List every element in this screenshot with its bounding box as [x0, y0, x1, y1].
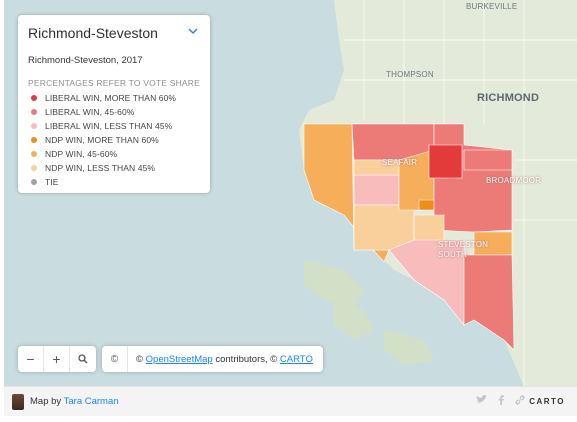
map-canvas[interactable]: BURKEVILLE THOMPSON RICHMOND SEAFAIR BRO… [4, 0, 577, 386]
legend-swatch [31, 109, 37, 115]
legend-item: TIE [28, 175, 200, 189]
legend-swatch [31, 165, 37, 171]
legend-item: LIBERAL WIN, 45-60% [28, 105, 200, 119]
legend-swatch [31, 151, 37, 157]
legend-item-label: LIBERAL WIN, MORE THAN 60% [45, 93, 177, 103]
polygon-ndp-low-south [353, 204, 415, 251]
island-land-1 [304, 260, 364, 310]
openstreetmap-link[interactable]: OpenStreetMap [145, 353, 213, 365]
legend-subtitle: Richmond-Steveston, 2017 [28, 55, 143, 66]
legend-item: NDP WIN, 45-60% [28, 147, 200, 161]
map-label-richmond: RICHMOND [477, 92, 540, 104]
legend-swatch [31, 137, 37, 143]
legend-item: LIBERAL WIN, LESS THAN 45% [28, 119, 200, 133]
attribution-prefix: © [136, 353, 146, 365]
riding-polygons [303, 123, 515, 351]
map-controls: − + © © OpenStreetMap contributors, © CA… [18, 346, 323, 372]
link-icon[interactable] [515, 395, 525, 408]
legend-item: NDP WIN, LESS THAN 45% [28, 161, 200, 175]
legend-swatch [31, 123, 37, 129]
island-land-2 [334, 300, 374, 340]
legend-item-label: NDP WIN, MORE THAN 60% [45, 135, 159, 145]
attribution-middle: contributors, © [212, 353, 280, 365]
polygon-liberal-mid-east [463, 149, 513, 171]
legend-panel: Richmond-Steveston Richmond-Steveston, 2… [18, 15, 210, 193]
map-label-burkeville: BURKEVILLE [466, 2, 518, 11]
zoom-out-button[interactable]: − [18, 346, 44, 372]
legend-item-label: NDP WIN, LESS THAN 45% [45, 163, 156, 173]
chevron-down-icon[interactable] [188, 23, 198, 37]
road-grid [344, 0, 577, 386]
author-link[interactable]: Tara Carman [63, 396, 119, 407]
map-label-steveston-south: STEVESTON SOUTH [438, 240, 489, 259]
legend-item-label: NDP WIN, 45-60% [45, 149, 118, 159]
legend-item-label: TIE [45, 177, 59, 187]
footer-prefix: Map by [30, 396, 64, 407]
facebook-icon[interactable] [498, 395, 504, 408]
polygon-liberal-low-seafair [353, 174, 400, 206]
footer-byline: Map by Tara Carman [30, 396, 119, 407]
legend-list: LIBERAL WIN, MORE THAN 60% LIBERAL WIN, … [28, 91, 200, 189]
search-button[interactable] [70, 346, 96, 372]
polygon-ndp-mid-west [303, 123, 390, 263]
polygon-liberal-mid-southeast [463, 254, 515, 351]
twitter-icon[interactable] [476, 395, 487, 408]
island-land-3 [384, 330, 434, 365]
avatar [12, 393, 24, 410]
legend-item: LIBERAL WIN, MORE THAN 60% [28, 91, 200, 105]
legend-item: NDP WIN, MORE THAN 60% [28, 133, 200, 147]
legend-item-label: LIBERAL WIN, 45-60% [45, 107, 135, 117]
legend-note: PERCENTAGES REFER TO VOTE SHARE [28, 78, 200, 88]
map-label-thompson: THOMPSON [386, 70, 434, 79]
polygon-liberal-high-core [428, 144, 463, 179]
legend-item-label: LIBERAL WIN, LESS THAN 45% [45, 121, 173, 131]
zoom-in-button[interactable]: + [44, 346, 70, 372]
info-icon[interactable]: © [102, 346, 128, 372]
legend-swatch [31, 179, 37, 185]
carto-logo[interactable]: CARTO [529, 397, 565, 406]
map-svg[interactable] [4, 0, 577, 386]
search-icon [78, 351, 88, 367]
carto-link[interactable]: CARTO [279, 353, 313, 365]
attribution-text: © OpenStreetMap contributors, © CARTO [128, 354, 323, 365]
footer-bar: Map by Tara Carman CARTO [4, 386, 577, 416]
zoom-controls: − + [18, 346, 96, 372]
map-label-broadmoor: BROADMOOR [486, 176, 542, 185]
legend-title: Richmond-Steveston [28, 25, 158, 41]
map-label-seafair: SEAFAIR [382, 158, 418, 167]
legend-swatch [31, 95, 37, 101]
share-icons [476, 395, 525, 408]
attribution: © © OpenStreetMap contributors, © CARTO [102, 346, 323, 372]
